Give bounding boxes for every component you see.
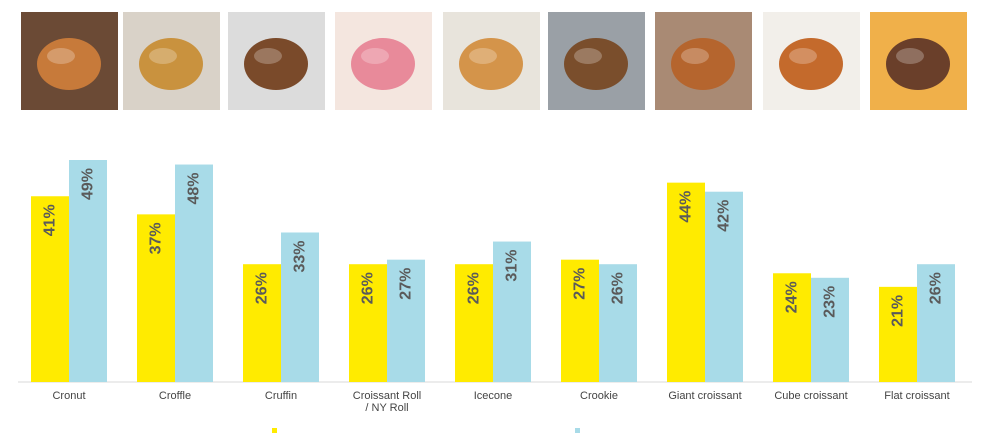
photo-strip (0, 0, 989, 115)
value-label-s1-1: 37% (148, 222, 165, 254)
flat-croissant-photo (870, 12, 967, 110)
croffle-photo (123, 12, 220, 110)
value-label-s1-0: 41% (42, 204, 59, 236)
bar-s1-4 (455, 264, 493, 382)
bar-s1-3 (349, 264, 387, 382)
value-label-s2-8: 26% (928, 272, 945, 304)
cruffin-photo (228, 12, 325, 110)
bars-group (31, 160, 955, 382)
croissant-roll-photo (335, 12, 432, 110)
bar-s2-6 (705, 191, 743, 382)
bar-s2-5 (599, 264, 637, 382)
legend-marker-s2 (575, 428, 580, 433)
value-label-s1-4: 26% (466, 272, 483, 304)
value-labels-group: 41% 37% 26% 26% 26% 27% 44% 24% 21% 49% 48% 33% 27% 3… (42, 168, 945, 327)
value-label-s2-6: 42% (716, 200, 733, 232)
cronut-photo (21, 12, 118, 110)
value-label-s1-3: 26% (360, 272, 377, 304)
bar-s1-2 (243, 264, 281, 382)
bar-s2-0 (69, 160, 107, 382)
value-label-s1-8: 21% (890, 295, 907, 327)
category-label-6: Giant croissant (668, 390, 741, 402)
value-label-s2-3: 27% (398, 268, 415, 300)
bar-s1-1 (137, 214, 175, 382)
value-label-s2-2: 33% (292, 240, 309, 272)
crookie-photo (548, 12, 645, 110)
value-label-s2-5: 26% (610, 272, 627, 304)
bar-s2-3 (387, 259, 425, 382)
bar-s2-7 (811, 277, 849, 382)
bar-s1-0 (31, 196, 69, 382)
bar-s2-4 (493, 241, 531, 382)
legend-marker-s1 (272, 428, 277, 433)
value-label-s1-2: 26% (254, 272, 271, 304)
category-labels-group: Cronut Croffle Cruffin Croissant Roll / NY R… (52, 390, 949, 414)
category-label-4: Icecone (474, 390, 513, 402)
category-label-5: Crookie (580, 390, 618, 402)
value-label-s2-0: 49% (80, 168, 97, 200)
category-label-0: Cronut (52, 390, 85, 402)
value-label-s1-7: 24% (784, 281, 801, 313)
giant-croissant-photo (655, 12, 752, 110)
icecone-photo (443, 12, 540, 110)
bar-s2-2 (281, 232, 319, 382)
bar-s1-8 (879, 286, 917, 382)
bar-s1-5 (561, 259, 599, 382)
bar-s1-7 (773, 273, 811, 382)
value-label-s2-4: 31% (504, 250, 521, 282)
bar-s1-6 (667, 182, 705, 382)
legend (272, 428, 580, 433)
bar-s2-8 (917, 264, 955, 382)
value-label-s2-1: 48% (186, 173, 203, 205)
bar-s2-1 (175, 164, 213, 382)
value-label-s1-5: 27% (572, 268, 589, 300)
value-label-s1-6: 44% (678, 191, 695, 223)
cube-croissant-photo (763, 12, 860, 110)
category-label-2: Cruffin (265, 390, 297, 402)
category-label-1: Croffle (159, 390, 191, 402)
category-label-7: Cube croissant (774, 390, 847, 402)
value-label-s2-7: 23% (822, 286, 839, 318)
category-label-3: Croissant Roll / NY Roll (353, 390, 421, 414)
category-label-8: Flat croissant (884, 390, 949, 402)
